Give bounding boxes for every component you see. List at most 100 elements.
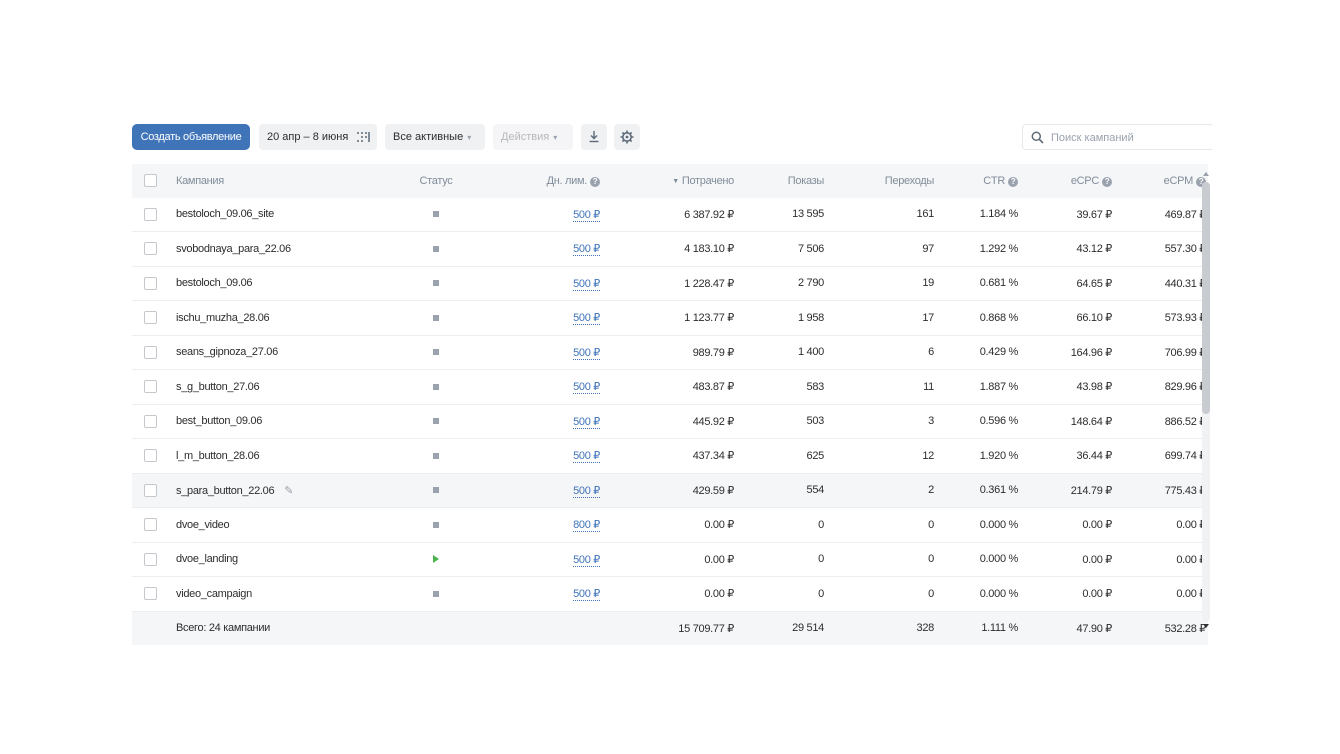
row-checkbox[interactable]: [143, 242, 157, 256]
clicks-cell: 6: [928, 346, 934, 359]
daily-limit-link[interactable]: 500 ₽: [573, 588, 600, 602]
row-checkbox[interactable]: [143, 345, 157, 359]
ctr-cell: 0.000 %: [979, 587, 1018, 600]
limit-cell: 500 ₽: [476, 542, 604, 577]
pause-status-icon[interactable]: [433, 211, 439, 218]
campaign-name-cell: bestoloch_09.06: [168, 266, 396, 301]
row-checkbox[interactable]: [143, 207, 157, 221]
daily-limit-link[interactable]: 500 ₽: [573, 450, 600, 464]
daily-limit-link[interactable]: 500 ₽: [573, 346, 600, 360]
limit-cell: 500 ₽: [476, 232, 604, 267]
download-button[interactable]: [581, 124, 607, 150]
pause-status-icon[interactable]: [433, 521, 439, 528]
row-checkbox[interactable]: [143, 483, 157, 497]
campaign-name[interactable]: bestoloch_09.06_site: [176, 208, 274, 221]
pause-status-icon[interactable]: [433, 383, 439, 390]
table-row[interactable]: ischu_muzha_28.06 500 ₽ 1 123.77 ₽ 1 958 17 0…: [132, 301, 1208, 335]
chevron-down-icon: ▾: [553, 133, 558, 142]
campaign-name[interactable]: dvoe_landing: [176, 553, 238, 566]
table-row[interactable]: dvoe_video 800 ₽ 0.00 ₽ 0 0 0.000 % 0.00 ₽ 0.00…: [132, 508, 1208, 542]
column-header-name[interactable]: Кампания: [176, 174, 224, 187]
table-row[interactable]: bestoloch_09.06 500 ₽ 1 228.47 ₽ 2 790 19 0.6…: [132, 266, 1208, 301]
ctr-cell: 0.681 %: [979, 277, 1018, 290]
column-header-ecpm[interactable]: eCPM?: [1112, 164, 1208, 198]
search-input[interactable]: [1049, 128, 1208, 148]
column-header-spent[interactable]: ▼ Потрачено: [604, 164, 734, 198]
table-row[interactable]: s_g_button_27.06 500 ₽ 483.87 ₽ 583 11 1.887 …: [132, 370, 1208, 405]
daily-limit-link[interactable]: 800 ₽: [573, 519, 600, 533]
row-checkbox[interactable]: [143, 380, 157, 394]
row-checkbox-cell: [132, 542, 168, 577]
daily-limit-link[interactable]: 500 ₽: [573, 415, 600, 429]
row-checkbox[interactable]: [143, 518, 157, 532]
table-row[interactable]: video_campaign 500 ₽ 0.00 ₽ 0 0 0.000 % 0.00 ₽…: [132, 577, 1208, 611]
campaign-name[interactable]: l_m_button_28.06: [176, 449, 260, 462]
help-icon[interactable]: ?: [1008, 176, 1018, 187]
column-header-clicks[interactable]: Переходы: [884, 174, 934, 187]
pause-status-icon[interactable]: [433, 314, 439, 321]
pause-status-icon[interactable]: [433, 590, 439, 597]
help-icon[interactable]: ?: [1196, 176, 1206, 187]
status-filter-dropdown[interactable]: Все активные ▾: [385, 124, 485, 150]
play-status-icon[interactable]: [433, 555, 439, 564]
settings-button[interactable]: [614, 124, 640, 150]
table-row[interactable]: s_para_button_22.06 ✎ 500 ₽ 429.59 ₽ 554 2 0.3…: [132, 473, 1208, 508]
clicks-cell: 0: [928, 587, 934, 600]
pause-status-icon[interactable]: [433, 280, 439, 287]
vertical-scrollbar[interactable]: [1200, 164, 1212, 634]
table-row[interactable]: seans_gipnoza_27.06 500 ₽ 989.79 ₽ 1 400 6 0.…: [132, 335, 1208, 370]
create-ad-button[interactable]: Создать объявление: [132, 124, 250, 150]
ecpm-cell: 706.99 ₽: [1164, 346, 1207, 359]
pause-status-icon[interactable]: [433, 418, 439, 425]
row-checkbox[interactable]: [143, 276, 157, 290]
row-checkbox[interactable]: [143, 311, 157, 325]
campaign-name-cell: s_g_button_27.06: [168, 370, 396, 405]
campaign-name[interactable]: seans_gipnoza_27.06: [176, 346, 278, 359]
column-header-ctr[interactable]: CTR?: [934, 164, 1018, 198]
daily-limit-link[interactable]: 500 ₽: [573, 381, 600, 395]
row-checkbox[interactable]: [143, 414, 157, 428]
row-checkbox[interactable]: [143, 587, 157, 601]
campaign-name[interactable]: svobodnaya_para_22.06: [176, 242, 291, 255]
daily-limit-link[interactable]: 500 ₽: [573, 243, 600, 257]
scroll-up-arrow-icon[interactable]: [1203, 172, 1209, 176]
column-header-shows[interactable]: Показы: [787, 174, 824, 187]
daily-limit-link[interactable]: 500 ₽: [573, 484, 600, 498]
scroll-down-arrow-icon[interactable]: [1203, 624, 1209, 628]
column-header-ecpc[interactable]: eCPC?: [1018, 164, 1112, 198]
campaign-name[interactable]: best_button_09.06: [176, 415, 263, 428]
date-range-picker[interactable]: 20 апр – 8 июня: [259, 124, 377, 150]
campaign-name[interactable]: s_g_button_27.06: [176, 380, 260, 393]
table-row[interactable]: best_button_09.06 500 ₽ 445.92 ₽ 503 3 0.596 …: [132, 404, 1208, 439]
daily-limit-link[interactable]: 500 ₽: [573, 277, 600, 291]
shows-cell: 554: [806, 484, 824, 497]
row-checkbox[interactable]: [143, 552, 157, 566]
pause-status-icon[interactable]: [433, 487, 439, 494]
pause-status-icon[interactable]: [433, 349, 439, 356]
help-icon[interactable]: ?: [1102, 176, 1112, 187]
daily-limit-link[interactable]: 500 ₽: [573, 208, 600, 222]
scrollbar-thumb[interactable]: [1202, 182, 1210, 414]
ecpm-cell: 886.52 ₽: [1164, 415, 1207, 428]
campaign-name[interactable]: s_para_button_22.06: [176, 484, 275, 497]
table-row[interactable]: dvoe_landing 500 ₽ 0.00 ₽ 0 0 0.000 % 0.00 ₽ 0.…: [132, 542, 1208, 577]
column-header-limit[interactable]: Дн. лим.?: [476, 164, 604, 198]
table-row[interactable]: bestoloch_09.06_site 500 ₽ 6 387.92 ₽ 13 59…: [132, 198, 1208, 232]
edit-icon[interactable]: ✎: [284, 484, 294, 497]
column-header-status[interactable]: Статус: [419, 174, 453, 187]
daily-limit-link[interactable]: 500 ₽: [573, 553, 600, 567]
select-all-checkbox[interactable]: [143, 174, 157, 188]
campaign-name[interactable]: bestoloch_09.06: [176, 277, 253, 290]
actions-dropdown[interactable]: Действия ▾: [493, 124, 573, 150]
campaign-name[interactable]: dvoe_video: [176, 518, 230, 531]
pause-status-icon[interactable]: [433, 245, 439, 252]
campaign-name[interactable]: ischu_muzha_28.06: [176, 311, 270, 324]
ctr-cell: 1.887 %: [979, 380, 1018, 393]
help-icon[interactable]: ?: [590, 176, 600, 187]
table-row[interactable]: l_m_button_28.06 500 ₽ 437.34 ₽ 625 12 1.920 …: [132, 439, 1208, 473]
pause-status-icon[interactable]: [433, 452, 439, 459]
daily-limit-link[interactable]: 500 ₽: [573, 312, 600, 326]
table-row[interactable]: svobodnaya_para_22.06 500 ₽ 4 183.10 ₽ 7 50…: [132, 232, 1208, 267]
campaign-name[interactable]: video_campaign: [176, 587, 252, 600]
row-checkbox[interactable]: [143, 449, 157, 463]
